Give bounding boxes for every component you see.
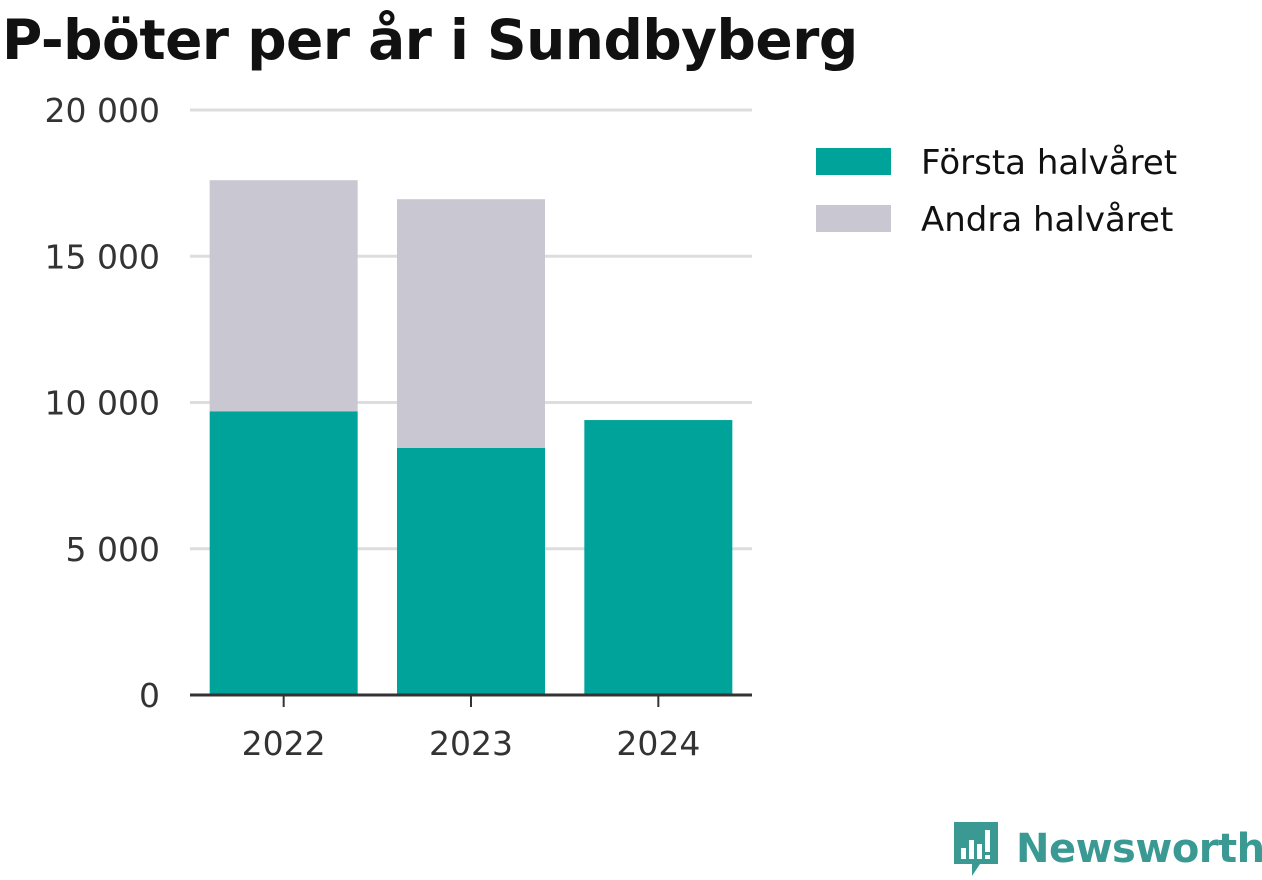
y-tick-label: 20 000 (45, 91, 160, 130)
y-tick-label: 5 000 (66, 530, 160, 569)
x-tick-label: 2022 (242, 724, 326, 763)
legend: Första halvåret Andra halvåret (816, 143, 1177, 240)
bar-forsta-halvaret-2022 (209, 411, 358, 695)
y-tick-label: 0 (139, 676, 160, 715)
bar-andra-halvaret-2022 (209, 180, 358, 412)
newsworthy-logo-icon (954, 822, 998, 876)
brand-name: Newsworthy (1016, 826, 1262, 872)
bars (209, 180, 733, 695)
bar-andra-halvaret-2023 (397, 199, 545, 448)
axes: 0 5 000 10 000 15 000 20 000 2022 2023 2024 (45, 91, 752, 763)
legend-swatch-forsta-halvaret (816, 148, 891, 175)
legend-swatch-andra-halvaret (816, 205, 891, 232)
y-tick-label: 10 000 (45, 384, 160, 423)
bar-forsta-halvaret-2023 (397, 447, 545, 695)
x-tick-label: 2023 (429, 724, 513, 763)
legend-label-andra-halvaret: Andra halvåret (921, 200, 1173, 240)
newsworthy-brand: Newsworthy (950, 818, 1262, 880)
y-tick-label: 15 000 (45, 237, 160, 276)
legend-label-forsta-halvaret: Första halvåret (921, 143, 1177, 183)
x-tick-label: 2024 (616, 724, 700, 763)
chart-title: P-böter per år i Sundbyberg (2, 8, 858, 72)
bar-forsta-halvaret-2024 (584, 420, 733, 695)
